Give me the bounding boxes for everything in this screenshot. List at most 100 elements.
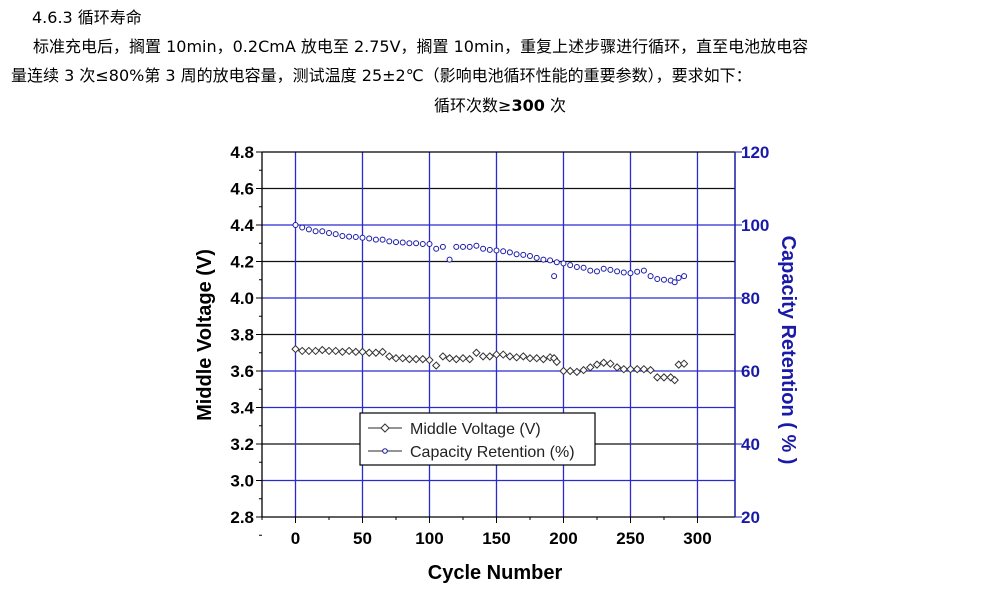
left-tick-label: 4.0 [230,289,254,308]
voltage-point [425,355,434,365]
voltage-point [653,373,662,382]
capacity-point [392,239,399,246]
legend-box [359,412,596,466]
capacity-point [319,228,326,235]
capacity-point [553,259,560,266]
voltage-point [519,352,528,361]
capacity-point [399,239,406,246]
voltage-point [498,350,508,359]
left-tick-label: 4.2 [230,253,254,272]
x-tick-label: 0 [291,529,300,548]
voltage-point [431,361,441,370]
capacity-point [647,273,654,280]
voltage-point [344,346,354,356]
capacity-point [614,268,621,275]
voltage-point [318,345,327,355]
capacity-point [551,273,558,280]
capacity-point [567,262,574,269]
capacity-point [547,257,554,264]
capacity-point [419,240,426,247]
voltage-point [532,354,541,363]
capacity-point [540,256,547,263]
capacity-point [493,247,500,254]
capacity-point [366,235,373,242]
voltage-point [539,354,548,364]
capacity-point [299,224,306,231]
voltage-point [670,375,679,385]
left-tick-label: 4.4 [230,216,254,235]
voltage-point [646,365,655,375]
capacity-point [305,226,312,233]
legend: Middle Voltage (V) Capacity Retention (%… [359,412,596,466]
voltage-point [351,347,361,357]
voltage-point [572,367,582,377]
axes: 2.8 3.0 3.2 3.4 3.6 3.8 4.0 4.2 4.4 4.6 4.8 20 40 60 8… [230,143,769,548]
legend-diamond-marker [380,423,390,433]
capacity-point [681,273,688,280]
voltage-point [418,354,428,364]
voltage-point [612,363,622,372]
voltage-point [445,354,454,363]
capacity-point [473,242,480,249]
voltage-point [465,354,474,364]
capacity-point [466,243,473,250]
capacity-point [386,238,393,245]
voltage-point [391,354,401,363]
voltage-point [398,354,407,363]
voltage-point [438,352,448,361]
requirement-prefix: 循环次数≥ [434,96,512,115]
left-tick-label: 3.0 [230,472,254,491]
x-tick-label: 300 [683,529,711,548]
capacity-point [372,236,379,243]
right-tick-label: 100 [741,216,769,235]
voltage-point [626,364,635,374]
right-tick-label: 40 [741,435,760,454]
section-heading: 4.6.3 循环寿命 [32,8,142,27]
capacity-point [426,240,433,247]
voltage-point [331,346,340,356]
voltage-point [371,348,381,357]
capacity-point [600,265,607,272]
voltage-point [632,364,642,374]
voltage-point [364,348,374,357]
voltage-point [659,373,669,382]
voltage-point [592,360,602,369]
capacity-point [325,230,332,237]
data-marks [291,222,689,385]
capacity-point [339,232,346,239]
voltage-point [338,347,347,357]
voltage-point [505,352,515,361]
left-tick-label: 2.8 [230,508,254,527]
voltage-point [579,365,588,375]
voltage-point [606,359,615,368]
right-tick-label: 60 [741,362,760,381]
capacity-point [352,234,359,241]
voltage-point [291,344,300,354]
capacity-point [332,231,339,238]
capacity-point [660,276,667,283]
capacity-point [573,263,580,270]
voltage-point [666,373,675,382]
left-tick-label: 4.6 [230,180,254,199]
right-tick-label: 80 [741,289,760,308]
voltage-point [565,366,575,376]
left-tick-label: 4.8 [230,143,254,162]
capacity-point [607,266,614,273]
capacity-point [346,233,353,240]
left-tick-label: 3.2 [230,435,254,454]
left-tick-label: 3.8 [230,326,254,345]
capacity-point [627,270,634,277]
x-tick-label: 100 [415,529,443,548]
capacity-point [526,253,533,260]
capacity-point [587,267,594,274]
voltage-point [599,358,608,367]
capacity-point [671,279,678,286]
x-tick-label: 50 [353,529,372,548]
capacity-point [580,264,587,271]
voltage-point [552,357,561,367]
voltage-point [405,354,414,364]
legend-label-capacity: Capacity Retention (%) [410,444,575,461]
requirement-line: 循环次数≥300 次 [0,96,1000,116]
voltage-point [586,363,595,372]
legend-label-voltage: Middle Voltage (V) [410,421,541,438]
